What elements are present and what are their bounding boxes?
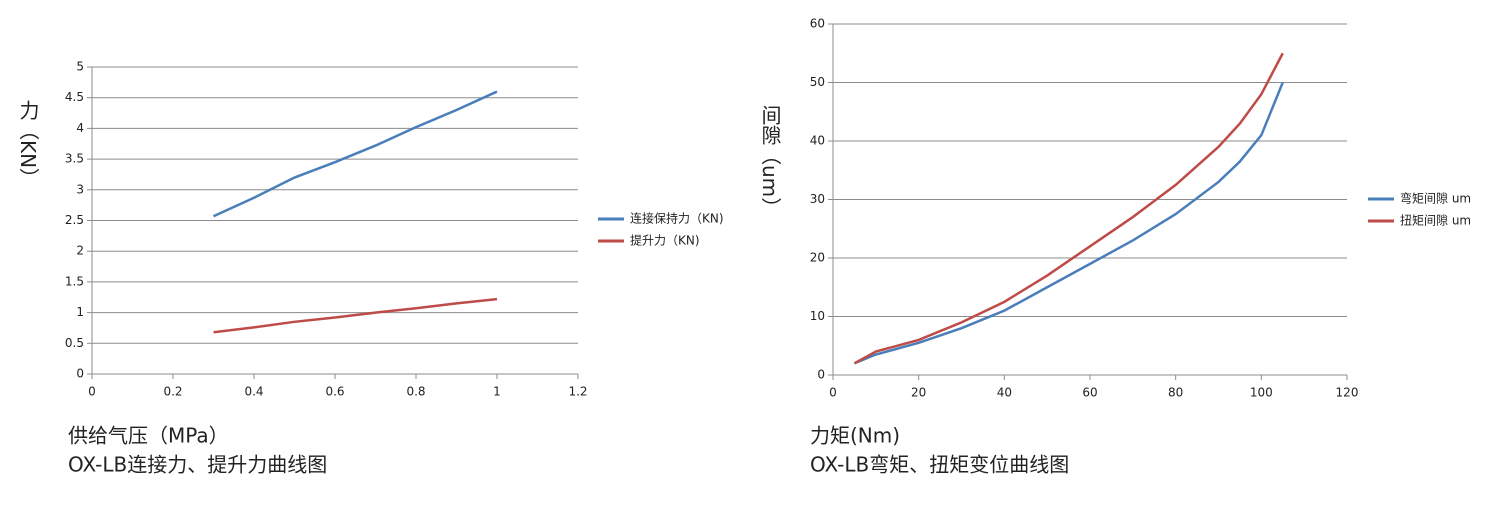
y-tick-label: 4 [76,121,84,135]
y-tick-label: 40 [810,134,825,148]
chart-title: OX-LB弯矩、扭矩变位曲线图 [810,453,1069,477]
y-tick-label: 1.5 [65,274,84,288]
x-tick-label: 0.8 [406,385,425,399]
y-tick-label: 30 [810,192,825,206]
data-line [212,90,498,218]
x-tick-label: 0.6 [325,385,344,399]
x-axis-label: 供给气压（MPa） [68,424,229,448]
x-axis-label: 力矩(Nm) [810,424,900,448]
x-tick-label: 0 [829,386,837,400]
y-tick-label: 10 [810,309,825,323]
x-tick-label: 0.2 [163,385,182,399]
data-line [213,297,498,334]
x-tick-label: 80 [1168,386,1183,400]
y-tick-label: 1 [76,305,84,319]
x-tick-label: 60 [1082,386,1097,400]
legend-label: 扭矩间隙 um [1400,214,1471,228]
y-tick-label: 2.5 [65,213,84,227]
legend-label: 连接保持力（KN) [630,211,724,226]
y-tick-label: 50 [810,75,825,89]
legend-label: 弯矩间隙 um [1400,191,1471,206]
y-tick-label: 60 [810,17,825,31]
legend-label: 提升力（KN) [630,233,700,248]
x-tick-label: 120 [1336,386,1359,400]
x-tick-label: 20 [911,386,926,400]
x-tick-label: 40 [997,386,1012,400]
data-line [853,52,1284,365]
x-tick-label: 0 [88,385,96,399]
y-tick-label: 0 [817,368,825,382]
y-tick-label: 5 [76,60,84,74]
chart-title: OX-LB连接力、提升力曲线图 [68,453,327,477]
y-tick-label: 0 [76,367,84,381]
y-tick-label: 3 [76,182,84,196]
data-line [853,82,1284,365]
x-tick-label: 1.2 [568,385,587,399]
y-axis-label: 力（KN） [16,100,40,188]
x-tick-label: 100 [1250,386,1273,400]
x-tick-label: 1 [493,385,501,399]
y-tick-label: 20 [810,251,825,265]
y-tick-label: 4.5 [65,90,84,104]
y-tick-label: 0.5 [65,336,84,350]
x-tick-label: 0.4 [244,385,263,399]
y-tick-label: 3.5 [65,152,84,166]
y-tick-label: 2 [76,244,84,258]
y-axis-label: 间隙（um） [758,105,782,218]
